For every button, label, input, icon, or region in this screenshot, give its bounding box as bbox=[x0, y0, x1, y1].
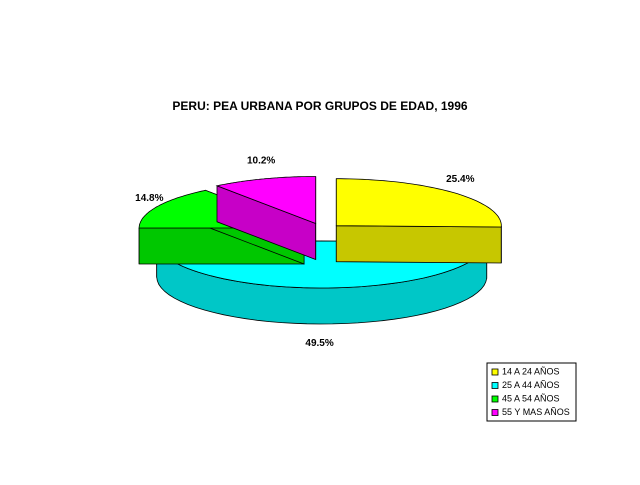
value-label: 25.4% bbox=[446, 174, 474, 185]
legend-label: 45 A 54 AÑOS bbox=[502, 393, 560, 403]
legend-label: 14 A 24 AÑOS bbox=[502, 366, 560, 376]
value-label: 14.8% bbox=[135, 193, 163, 204]
chart-title: PERU: PEA URBANA POR GRUPOS DE EDAD, 199… bbox=[172, 99, 467, 113]
slice bbox=[215, 176, 317, 225]
slice bbox=[335, 178, 502, 228]
legend-label: 25 A 44 AÑOS bbox=[502, 380, 560, 390]
legend-label: 55 Y MAS AÑOS bbox=[502, 407, 570, 417]
legend-box bbox=[486, 362, 577, 422]
slice-side bbox=[335, 225, 502, 264]
legend: 14 A 24 AÑOS 25 A 44 AÑOS 45 A 54 AÑOS 55 Y… bbox=[486, 362, 577, 422]
legend-swatch bbox=[491, 368, 499, 376]
value-label: 49.5% bbox=[305, 338, 333, 349]
pie: 25.4% 49.5% 14.8% 10.2% bbox=[135, 155, 502, 349]
legend-swatch bbox=[491, 409, 499, 416]
value-label: 10.2% bbox=[247, 155, 275, 166]
legend-swatch bbox=[491, 395, 499, 403]
legend-swatch bbox=[491, 382, 499, 389]
